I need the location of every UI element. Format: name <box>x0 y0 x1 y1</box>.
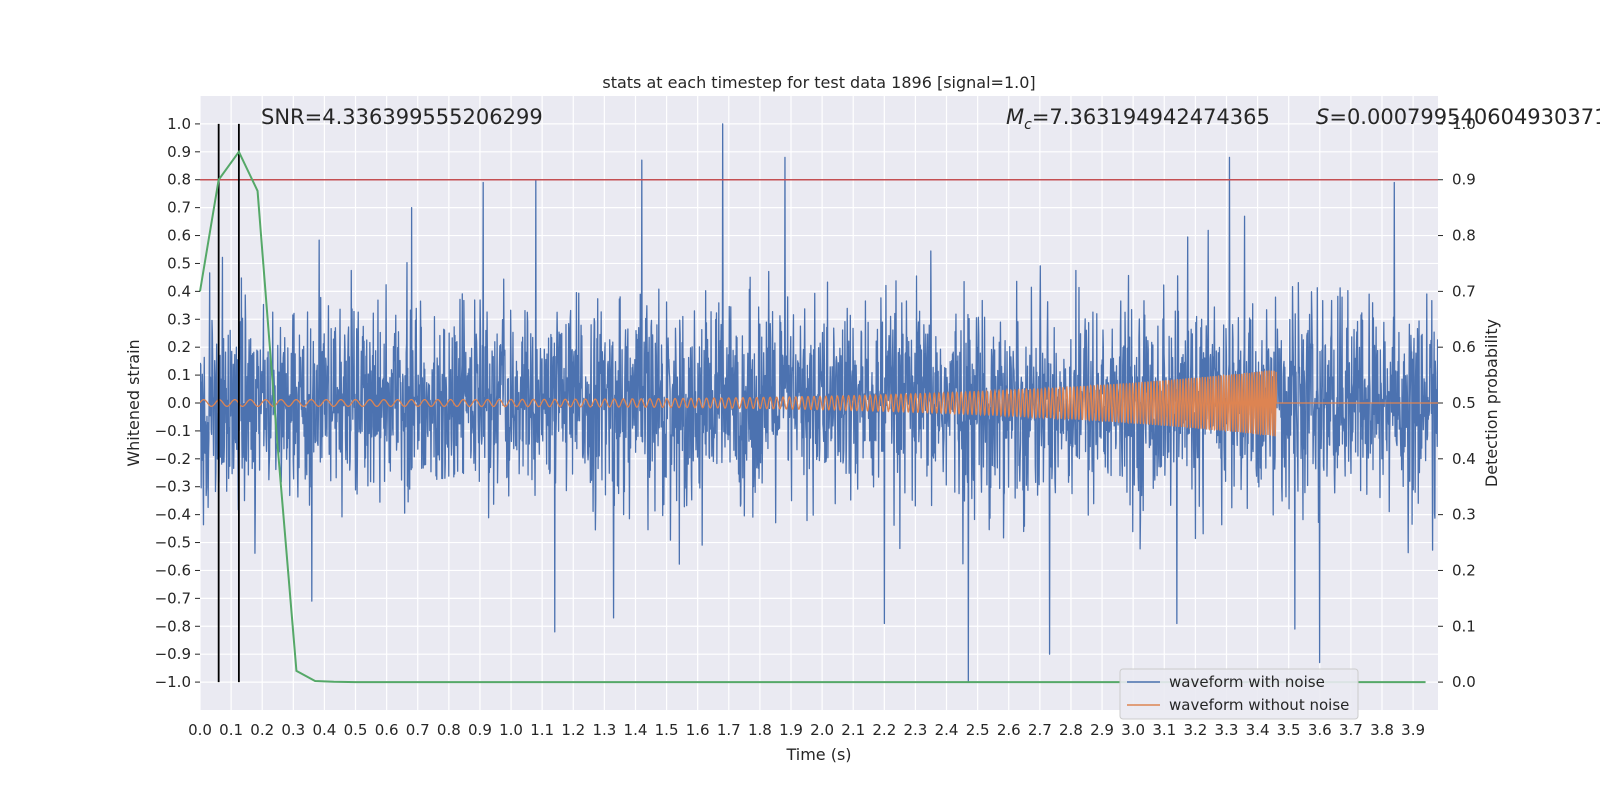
x-tick-label: 1.8 <box>748 721 772 739</box>
y2-tick-label: 0.0 <box>1452 673 1476 691</box>
y2-tick-label: 1.0 <box>1452 115 1476 133</box>
y-tick-label: 0.6 <box>167 227 191 245</box>
x-tick-label: 2.6 <box>997 721 1021 739</box>
x-tick-label: 2.1 <box>841 721 865 739</box>
legend-label-noise: waveform with noise <box>1169 673 1325 691</box>
y2-tick-label: 0.4 <box>1452 450 1476 468</box>
y-tick-label: 0.5 <box>167 254 191 272</box>
x-tick-label: 3.8 <box>1370 721 1394 739</box>
x-tick-label: 3.3 <box>1215 721 1239 739</box>
x-tick-label: 1.1 <box>530 721 554 739</box>
x-tick-label: 3.6 <box>1308 721 1332 739</box>
chart-title: stats at each timestep for test data 189… <box>602 73 1035 92</box>
waveform-with-noise-series <box>200 123 1438 683</box>
y-tick-label: 0.7 <box>167 199 191 217</box>
x-tick-label: 2.2 <box>872 721 896 739</box>
x-tick-label: 0.8 <box>437 721 461 739</box>
y-tick-label: −1.0 <box>155 673 191 691</box>
ticks-layer: 0.0 0.1 0.2 0.3 0.4 0.5 0.6 0.7 0.8 0.9 1.0 1.1 1.2 1… <box>155 115 1476 739</box>
x-tick-label: 3.5 <box>1277 721 1301 739</box>
x-axis-label: Time (s) <box>785 745 851 764</box>
waveform-without-noise-series <box>200 369 1438 437</box>
legend-box <box>1119 668 1359 720</box>
y-tick-label: −0.3 <box>155 478 191 496</box>
x-tick-label: 1.3 <box>592 721 616 739</box>
s-annotation: S=0.0007995406049303716 <box>1316 105 1600 129</box>
y-tick-label: 0.4 <box>167 282 191 300</box>
x-tick-label: 1.9 <box>779 721 803 739</box>
x-tick-label: 3.2 <box>1183 721 1207 739</box>
x-tick-label: 3.4 <box>1246 721 1270 739</box>
y2-tick-label: 0.1 <box>1452 617 1476 635</box>
y-tick-label: −0.4 <box>155 506 191 524</box>
y-tick-label: −0.2 <box>155 450 191 468</box>
y-tick-label: 0.3 <box>167 310 191 328</box>
chirp-line <box>200 369 1438 437</box>
y-tick-label: 0.8 <box>167 171 191 189</box>
y-tick-label: −0.9 <box>155 645 191 663</box>
x-tick-label: 3.0 <box>1121 721 1145 739</box>
y2-tick-label: 0.9 <box>1452 171 1476 189</box>
x-tick-label: 1.4 <box>624 721 648 739</box>
y2-axis-label: Detection probability <box>1482 319 1501 487</box>
x-tick-label: 0.6 <box>375 721 399 739</box>
chirp-mass-annotation: Mc=7.363194942474365 <box>1006 105 1270 133</box>
y-tick-label: −0.7 <box>155 589 191 607</box>
x-tick-label: 1.7 <box>717 721 741 739</box>
x-tick-label: 2.5 <box>966 721 990 739</box>
x-tick-label: 0.4 <box>312 721 336 739</box>
x-tick-label: 2.7 <box>1028 721 1052 739</box>
y2-tick-label: 0.8 <box>1452 227 1476 245</box>
x-tick-label: 3.9 <box>1401 721 1425 739</box>
x-tick-label: 2.4 <box>935 721 959 739</box>
y-tick-label: −0.1 <box>155 422 191 440</box>
detection-probability-line <box>199 149 1426 684</box>
y2-tick-label: 0.6 <box>1452 338 1476 356</box>
y-tick-label: 1.0 <box>167 115 191 133</box>
x-tick-label: 2.9 <box>1090 721 1114 739</box>
y-axis-label: Whitened strain <box>124 339 143 466</box>
x-tick-label: 2.3 <box>903 721 927 739</box>
y-tick-label: 0.9 <box>167 143 191 161</box>
x-tick-label: 1.0 <box>499 721 523 739</box>
x-tick-label: 2.8 <box>1059 721 1083 739</box>
y-tick-label: 0.1 <box>167 366 191 384</box>
x-tick-label: 2.0 <box>810 721 834 739</box>
x-tick-label: 3.7 <box>1339 721 1363 739</box>
x-tick-label: 1.2 <box>561 721 585 739</box>
x-tick-label: 0.5 <box>344 721 368 739</box>
y-tick-label: −0.8 <box>155 617 191 635</box>
x-tick-label: 0.3 <box>281 721 305 739</box>
x-tick-label: 0.0 <box>188 721 212 739</box>
y2-tick-label: 0.2 <box>1452 561 1476 579</box>
y2-tick-label: 0.5 <box>1452 394 1476 412</box>
x-tick-label: 3.1 <box>1152 721 1176 739</box>
y-tick-label: −0.5 <box>155 534 191 552</box>
noise-line <box>200 123 1438 683</box>
chirp-mass-symbol: M <box>1006 105 1024 129</box>
overlay-layer <box>199 123 1438 684</box>
x-tick-label: 0.1 <box>219 721 243 739</box>
x-tick-label: 1.6 <box>686 721 710 739</box>
s-symbol: S <box>1316 105 1329 129</box>
y-tick-label: 0.0 <box>167 394 191 412</box>
y2-tick-label: 0.7 <box>1452 282 1476 300</box>
snr-annotation: SNR=4.336399555206299 <box>261 105 543 129</box>
y2-tick-label: 0.3 <box>1452 506 1476 524</box>
legend-label-clean: waveform without noise <box>1169 696 1349 714</box>
x-tick-label: 0.7 <box>406 721 430 739</box>
y-tick-label: 0.2 <box>167 338 191 356</box>
x-tick-label: 0.2 <box>250 721 274 739</box>
chirp-mass-value: =7.363194942474365 <box>1032 105 1270 129</box>
chirp-mass-subscript: c <box>1024 117 1032 133</box>
x-tick-label: 1.5 <box>655 721 679 739</box>
y-tick-label: −0.6 <box>155 561 191 579</box>
s-value: =0.0007995406049303716 <box>1329 105 1600 129</box>
legend: waveform with noise waveform without noi… <box>1119 668 1359 720</box>
x-tick-label: 0.9 <box>468 721 492 739</box>
